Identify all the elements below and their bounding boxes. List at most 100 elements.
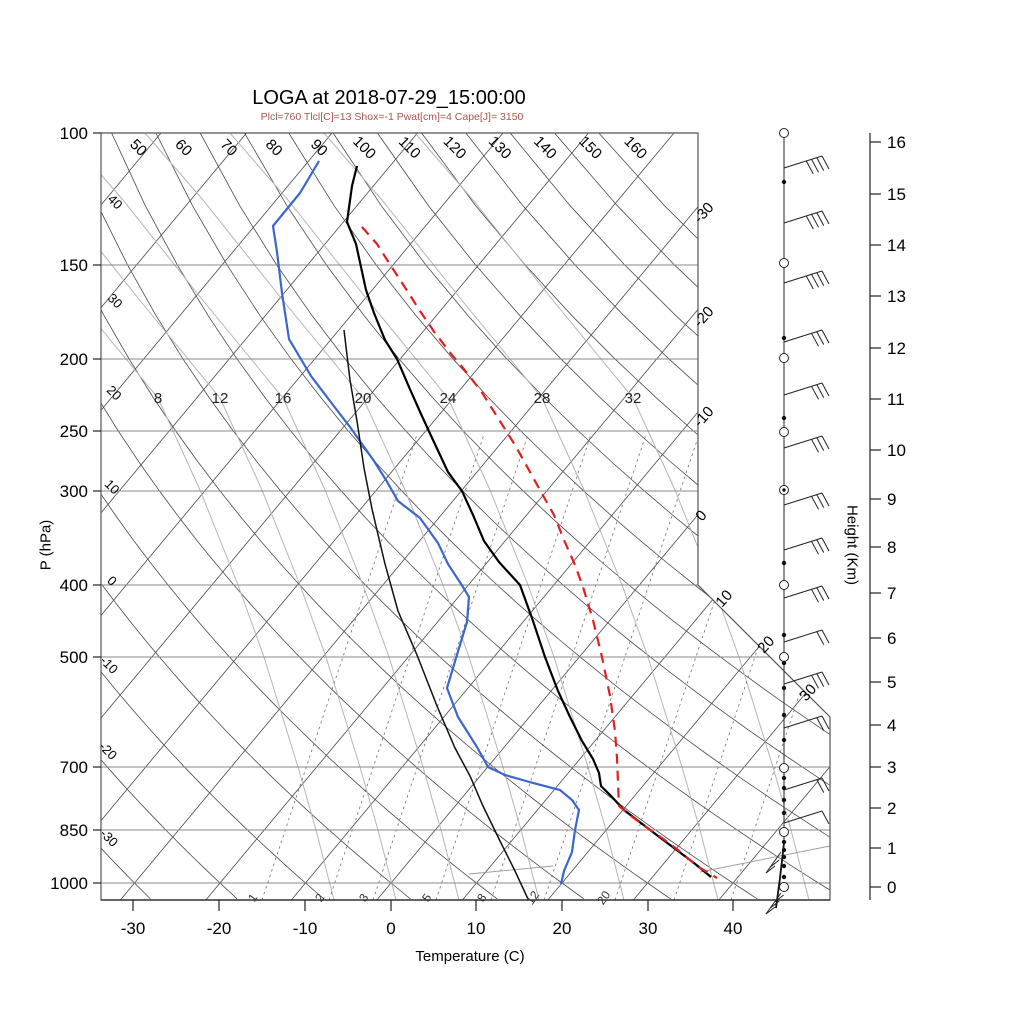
- theta-left-label: 40: [105, 191, 126, 212]
- dry-adiabat-line: [421, 133, 830, 900]
- wind-barb-tick: [816, 437, 825, 451]
- height-tick-label: 6: [887, 629, 896, 648]
- isotherm-line: [101, 133, 164, 900]
- mixing-ratio-label: 20: [594, 888, 613, 907]
- pressure-tick-label: 1000: [50, 874, 88, 893]
- dry-adiabat-line: [288, 133, 830, 900]
- wind-level-circle: [779, 763, 789, 773]
- wind-barb-tick: [811, 439, 819, 453]
- wind-barb-tick: [805, 215, 814, 230]
- dewpoint-curve: [271, 160, 581, 885]
- isotherm-line: [714, 133, 830, 900]
- height-tick-label: 12: [887, 339, 906, 358]
- wind-barb-tick: [805, 160, 814, 175]
- dry-adiabat-line: [111, 133, 830, 900]
- wind-level-dot: [781, 335, 787, 341]
- height-tick-label: 13: [887, 287, 906, 306]
- wind-barb-tick: [821, 810, 830, 825]
- height-tick-label: 15: [887, 185, 906, 204]
- wind-barb-tick: [816, 779, 825, 793]
- theta-left-label: 30: [105, 290, 126, 311]
- height-axis-title: Height (Km): [843, 504, 861, 586]
- pressure-axis-title: P (hPa): [37, 519, 55, 571]
- wind-barb-tick: [821, 270, 830, 285]
- wind-barb-stem: [783, 629, 823, 643]
- theta-left-label: -20: [96, 739, 120, 763]
- isotherm-line: [115, 133, 763, 900]
- wind-barb-tick: [821, 382, 830, 397]
- moist-adiabat-line: [323, 133, 719, 900]
- pressure-tick-label: 150: [60, 256, 88, 275]
- isotherm-line: [101, 133, 250, 900]
- pressure-tick-label: 300: [60, 482, 88, 501]
- isotherm-right-label: -20: [690, 303, 717, 330]
- temperature-axis-title: Temperature (C): [415, 948, 525, 965]
- theta-top-label: 120: [440, 133, 470, 163]
- wind-barb-stem: [783, 435, 823, 449]
- wind-barb-tick: [816, 212, 825, 226]
- mixing-ratio-label: 5: [419, 891, 434, 905]
- surface-wind-barb-tick: [774, 894, 784, 903]
- surface-wind-barb-stem: [765, 851, 782, 874]
- wind-barb-tick: [811, 159, 819, 173]
- mixing-ratio-label: 2: [312, 891, 327, 905]
- wind-level-dot: [781, 810, 787, 816]
- height-tick-label: 11: [887, 390, 905, 409]
- dry-adiabat-line: [155, 133, 830, 900]
- wind-level-circled-dot-center: [782, 488, 786, 492]
- dry-adiabat-line: [377, 133, 830, 900]
- wind-level-circle: [779, 827, 789, 837]
- moist-adiabat-line: [101, 133, 397, 900]
- wind-level-dot: [781, 560, 787, 566]
- mixing-ratio-line: [261, 434, 418, 900]
- isotherm-line: [101, 133, 421, 900]
- mixing-ratio-label: 12: [523, 888, 542, 907]
- mixing-ratio-line: [372, 434, 529, 900]
- moist-adiabat-line: [229, 133, 625, 900]
- isotherm-line: [201, 133, 830, 900]
- theta-top-label: 60: [171, 136, 195, 160]
- wind-level-circle: [779, 128, 789, 138]
- theta-top-label: 70: [217, 136, 241, 160]
- wind-level-dot: [781, 415, 787, 421]
- surface-wind-barb-stem: [765, 892, 782, 915]
- wind-barb-tick: [811, 541, 819, 555]
- moist-adiabat-label: 8: [154, 390, 162, 407]
- wind-barb-tick: [811, 274, 819, 288]
- wind-barb-tick: [821, 435, 830, 450]
- dry-adiabat-line: [101, 133, 411, 900]
- wind-barb-tick: [811, 496, 819, 510]
- wind-barb-tick: [816, 384, 825, 398]
- isotherm-right-label: -10: [690, 403, 717, 430]
- wind-barb-tick: [811, 589, 819, 603]
- height-tick-label: 7: [887, 584, 896, 603]
- wind-barb-tick: [816, 539, 825, 553]
- height-tick-label: 10: [887, 441, 906, 460]
- dry-adiabat-line: [101, 133, 498, 900]
- wind-barb-tick: [811, 386, 819, 400]
- pressure-tick-label: 250: [60, 422, 88, 441]
- isotherm-line: [286, 133, 830, 900]
- wind-barb-tick: [816, 272, 825, 286]
- wind-level-dot: [781, 685, 787, 691]
- dry-adiabat-line: [101, 133, 238, 900]
- wind-barb-tick: [816, 587, 825, 601]
- surface-wind-barb-tick: [765, 906, 776, 915]
- wind-barb-tick: [816, 631, 825, 645]
- x-axis-tick-label: -30: [121, 919, 146, 938]
- isotherm-line: [101, 133, 677, 900]
- chart-subtitle: Plcl=760 Tlcl[C]=13 Shox=-1 Pwat[cm]=4 C…: [260, 111, 524, 123]
- wind-level-dot: [781, 660, 787, 666]
- dry-adiabat-line: [101, 133, 585, 900]
- moist-adiabat-label: 24: [440, 390, 457, 407]
- wind-barb-tick: [821, 585, 830, 600]
- chart-title: LOGA at 2018-07-29_15:00:00: [252, 87, 526, 109]
- pressure-tick-label: 200: [60, 350, 88, 369]
- height-tick-label: 0: [887, 878, 896, 897]
- x-axis-tick-label: 30: [639, 919, 658, 938]
- isotherm-line: [457, 133, 830, 900]
- height-tick-label: 5: [887, 673, 896, 692]
- moist-adiabat-line: [144, 133, 540, 900]
- height-tick-label: 3: [887, 758, 896, 777]
- moist-adiabat-label: 12: [212, 390, 229, 407]
